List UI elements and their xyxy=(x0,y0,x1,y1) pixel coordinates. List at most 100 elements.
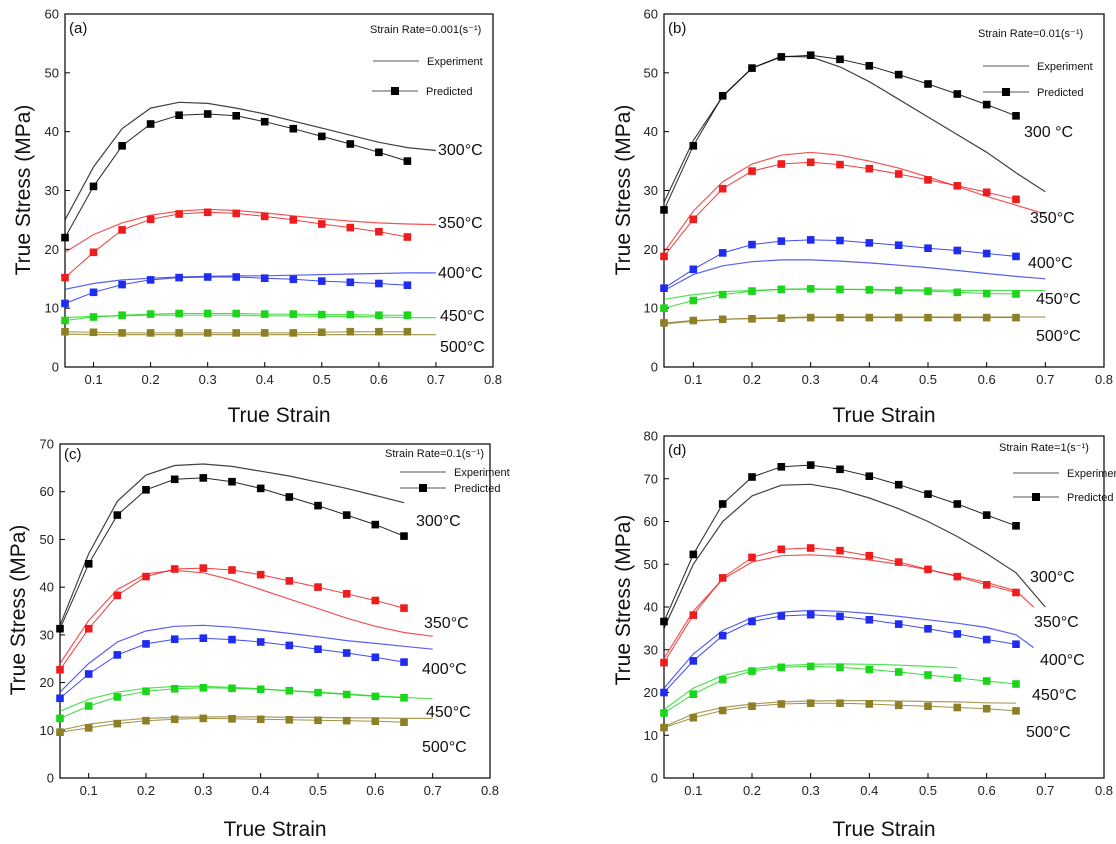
predicted-point xyxy=(146,329,155,337)
legend: Experiment Predicted xyxy=(400,467,510,495)
predicted-point xyxy=(953,674,962,682)
predicted-point xyxy=(865,700,874,708)
x-axis-title: True Strain xyxy=(832,818,935,841)
y-tick-label: 0 xyxy=(47,771,54,786)
predicted-point xyxy=(1012,290,1020,298)
predicted-point xyxy=(894,170,903,178)
temp-label-400C: 400°C xyxy=(1040,652,1085,669)
predicted-line-300C xyxy=(64,113,408,238)
predicted-point xyxy=(56,728,64,736)
x-tick-label: 0.2 xyxy=(142,372,160,387)
predicted-point xyxy=(953,90,962,98)
series-500C: 500°C xyxy=(660,313,1081,345)
predicted-point xyxy=(400,718,408,726)
predicted-line-350C xyxy=(663,547,1017,663)
predicted-point xyxy=(865,665,874,674)
predicted-point xyxy=(113,511,122,519)
x-axis-title: True Strain xyxy=(832,404,935,427)
predicted-point xyxy=(113,591,122,600)
predicted-point xyxy=(865,616,874,624)
predicted-point xyxy=(718,574,727,582)
chart-panel-b: 0.1 0.2 0.3 0.4 0.5 0.6 0.7 0.8 0 10 20 30 40 50 60 Tru… xyxy=(612,7,1113,428)
x-tick-label: 0.8 xyxy=(484,372,502,387)
y-tick-label: 40 xyxy=(45,124,59,139)
predicted-point xyxy=(982,704,991,713)
x-tick-label: 0.7 xyxy=(1036,372,1054,387)
predicted-point xyxy=(61,273,69,282)
predicted-point xyxy=(342,649,351,657)
predicted-point xyxy=(924,625,932,633)
x-axis-title: True Strain xyxy=(227,404,330,427)
predicted-point xyxy=(718,92,727,100)
predicted-point xyxy=(689,215,698,224)
series-450C: 450°C xyxy=(660,285,1081,312)
predicted-point xyxy=(285,493,294,501)
temp-label-350C: 350°C xyxy=(424,615,469,632)
predicted-point xyxy=(314,501,322,510)
x-tick-label: 0.6 xyxy=(370,372,388,387)
predicted-point xyxy=(660,284,668,292)
x-tick-label: 0.6 xyxy=(978,372,996,387)
series-450C: 450°C xyxy=(56,684,471,723)
predicted-point xyxy=(203,273,212,281)
predicted-line-300C xyxy=(59,477,405,629)
predicted-point xyxy=(689,690,698,698)
predicted-point xyxy=(924,80,932,88)
predicted-point xyxy=(375,311,383,319)
predicted-point xyxy=(1012,112,1020,120)
predicted-point xyxy=(982,635,991,644)
predicted-point xyxy=(56,665,64,674)
predicted-point xyxy=(403,157,412,165)
legend-predicted-marker xyxy=(1002,88,1010,96)
experiment-line-300C xyxy=(663,55,1046,203)
y-axis-title: True Stress (MPa) xyxy=(612,515,635,686)
y-tick-label: 40 xyxy=(644,124,658,139)
experiment-line-300C xyxy=(64,101,436,221)
series-350C: 350°C xyxy=(660,544,1079,667)
y-tick-label: 50 xyxy=(644,557,658,572)
predicted-point xyxy=(260,274,269,282)
predicted-point xyxy=(342,590,351,598)
y-tick-label: 0 xyxy=(52,360,59,375)
predicted-point xyxy=(314,688,322,697)
predicted-point xyxy=(84,560,93,568)
y-tick-label: 40 xyxy=(40,580,54,595)
y-tick-label: 0 xyxy=(651,360,658,375)
experiment-line-350C xyxy=(663,151,1046,253)
temp-label-350C: 350°C xyxy=(1030,210,1075,227)
temp-label-350C: 350°C xyxy=(438,215,483,232)
predicted-point xyxy=(113,719,122,728)
predicted-point xyxy=(289,216,298,224)
y-axis-title: True Stress (MPa) xyxy=(7,525,30,696)
predicted-point xyxy=(924,313,932,322)
predicted-line-450C xyxy=(59,687,405,719)
predicted-point xyxy=(689,611,698,619)
temp-label-500C: 500°C xyxy=(1026,724,1071,741)
experiment-line-400C xyxy=(663,609,1034,689)
predicted-point xyxy=(256,484,265,493)
predicted-point xyxy=(924,244,932,252)
predicted-point xyxy=(118,142,126,150)
strain-rate-label: Strain Rate=0.01(s⁻¹) xyxy=(978,28,1083,40)
predicted-point xyxy=(256,685,265,694)
predicted-point xyxy=(170,685,179,693)
predicted-point xyxy=(894,480,903,489)
predicted-line-350C xyxy=(64,211,408,278)
predicted-point xyxy=(1012,707,1020,715)
predicted-point xyxy=(748,617,756,626)
predicted-point xyxy=(170,475,179,484)
predicted-point xyxy=(375,327,383,336)
panel-label: (d) xyxy=(668,442,686,459)
predicted-point xyxy=(1012,680,1020,688)
legend-experiment-label: Experiment xyxy=(1067,468,1116,480)
predicted-line-350C xyxy=(59,567,405,670)
predicted-point xyxy=(199,564,208,572)
predicted-point xyxy=(953,703,962,712)
x-tick-label: 0.3 xyxy=(199,372,217,387)
predicted-point xyxy=(146,276,155,284)
predicted-point xyxy=(718,290,727,299)
predicted-point xyxy=(777,663,786,672)
predicted-point xyxy=(346,310,355,319)
temp-label-450C: 450°C xyxy=(1032,687,1077,704)
predicted-line-400C xyxy=(663,614,1017,693)
